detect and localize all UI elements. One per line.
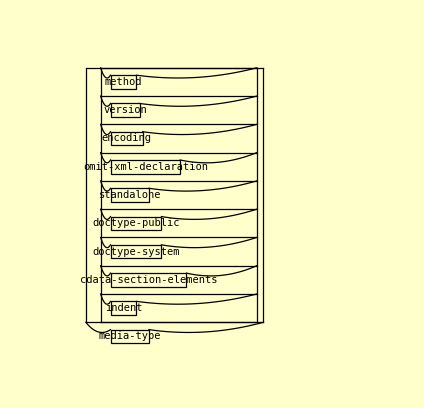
Text: media-type: media-type xyxy=(98,331,161,341)
Text: method: method xyxy=(105,77,142,87)
Text: doctype-system: doctype-system xyxy=(92,246,180,257)
Text: cdata-section-elements: cdata-section-elements xyxy=(80,275,217,285)
FancyBboxPatch shape xyxy=(111,273,187,287)
Text: encoding: encoding xyxy=(102,133,152,144)
Text: standalone: standalone xyxy=(98,190,161,200)
Text: omit-xml-declaration: omit-xml-declaration xyxy=(83,162,208,172)
FancyBboxPatch shape xyxy=(111,330,149,343)
FancyBboxPatch shape xyxy=(111,188,149,202)
Text: doctype-public: doctype-public xyxy=(92,218,180,228)
FancyBboxPatch shape xyxy=(111,245,162,258)
FancyBboxPatch shape xyxy=(111,217,162,230)
FancyBboxPatch shape xyxy=(111,104,139,117)
FancyBboxPatch shape xyxy=(111,132,143,145)
Text: version: version xyxy=(103,105,147,115)
FancyBboxPatch shape xyxy=(111,75,137,89)
Text: indent: indent xyxy=(105,303,142,313)
FancyBboxPatch shape xyxy=(111,160,180,173)
FancyBboxPatch shape xyxy=(111,302,137,315)
